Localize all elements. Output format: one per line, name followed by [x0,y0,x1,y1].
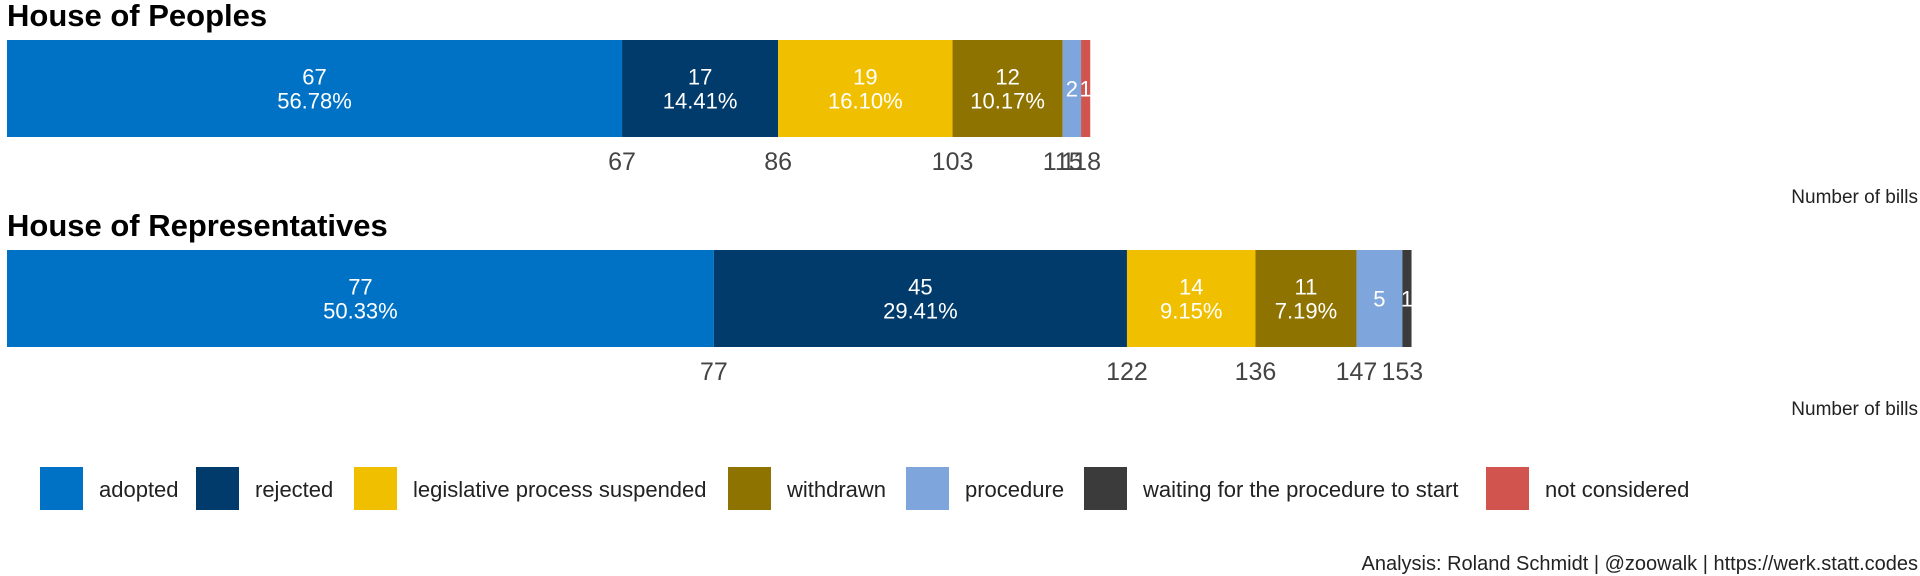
segment-value-label: 77 [348,275,372,300]
x-axis-title: Number of bills [1791,187,1918,208]
legend-label: procedure [965,477,1064,502]
segment-percent-label: 14.41% [663,89,738,114]
segment-value-label: 17 [688,65,712,90]
bar-segment-waiting-for-the-procedure-to-start [1402,250,1412,347]
legend-key-rejected [196,467,239,510]
segment-value-label: 67 [302,65,326,90]
segment-value-label: 1 [1080,77,1092,102]
x-axis-title: Number of bills [1791,399,1918,420]
legend-label: waiting for the procedure to start [1142,477,1459,502]
bar-segment-withdrawn [1255,250,1357,347]
segment-percent-label: 7.19% [1275,299,1337,324]
panel-title: House of Representatives [7,208,388,243]
legend-label: not considered [1545,477,1689,502]
axis-tick-label: 147 [1336,358,1378,386]
axis-tick-label: 103 [932,148,974,176]
segment-value-label: 2 [1066,77,1078,102]
segment-value-label: 19 [853,65,877,90]
axis-tick-label: 122 [1106,358,1148,386]
segment-value-label: 12 [995,65,1019,90]
axis-tick-label: 67 [608,148,636,176]
segment-percent-label: 16.10% [828,89,903,114]
segment-value-label: 1 [1401,287,1413,312]
segment-percent-label: 10.17% [970,89,1045,114]
panel-title: House of Peoples [7,0,267,33]
bar-segment-legislative-process-suspended [778,40,953,137]
segment-percent-label: 56.78% [277,89,352,114]
legend-key-waiting-for-the-procedure-to-start [1084,467,1127,510]
bar-segment-adopted [7,250,714,347]
segment-percent-label: 29.41% [883,299,958,324]
bar-segment-withdrawn [952,40,1063,137]
legend-key-withdrawn [728,467,771,510]
axis-tick-label: 86 [764,148,792,176]
axis-tick-label: 115 [1043,148,1083,176]
legend-key-procedure [906,467,949,510]
segment-value-label: 5 [1373,287,1385,312]
axis-tick-label: 77 [700,358,728,386]
bar-segment-legislative-process-suspended [1126,250,1256,347]
legend-key-not-considered [1486,467,1529,510]
legend-label: rejected [255,477,333,502]
legend-key-adopted [40,467,83,510]
bar-segment-adopted [7,40,623,137]
legend-label: withdrawn [786,477,886,502]
legend-key-legislative-process-suspended [354,467,397,510]
segment-value-label: 45 [908,275,932,300]
segment-value-label: 14 [1179,275,1203,300]
segment-percent-label: 50.33% [323,299,398,324]
axis-tick-label: 118 [1061,148,1101,176]
bar-segment-procedure [1062,40,1082,137]
legend-label: adopted [99,477,179,502]
segment-percent-label: 9.15% [1160,299,1222,324]
axis-tick-label: 136 [1235,358,1277,386]
bar-segment-rejected [622,40,779,137]
bar-segment-procedure [1356,250,1403,347]
legend-label: legislative process suspended [413,477,707,502]
segment-value-label: 11 [1295,275,1318,300]
axis-tick-label: 153 [1382,358,1424,386]
bar-segment-not-considered [1081,40,1091,137]
bar-segment-rejected [713,250,1127,347]
caption: Analysis: Roland Schmidt | @zoowalk | ht… [1362,553,1918,575]
